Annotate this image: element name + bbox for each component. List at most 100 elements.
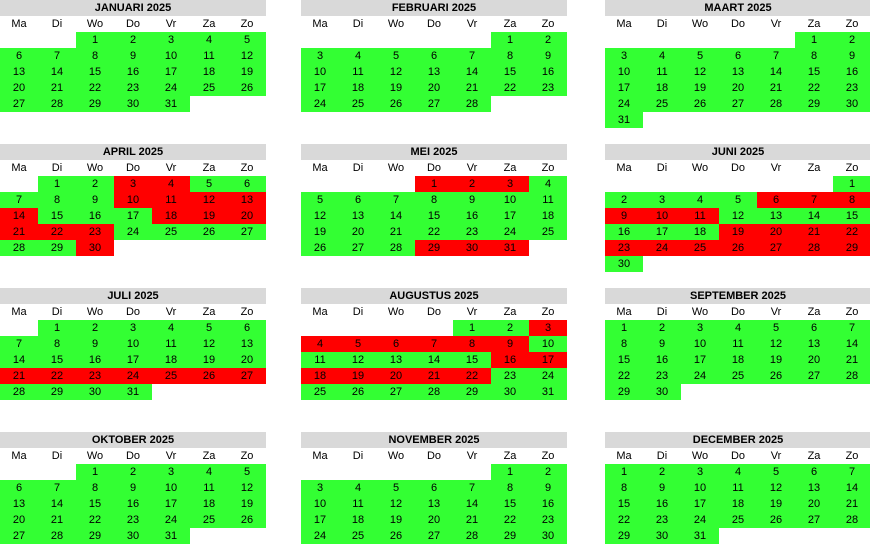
day-cell-booked[interactable]: 17 [529,352,567,368]
day-cell-available[interactable]: 26 [377,528,415,544]
day-cell-available[interactable]: 24 [152,512,190,528]
day-cell-available[interactable]: 24 [301,96,339,112]
day-cell-available[interactable]: 4 [681,192,719,208]
day-cell-available[interactable]: 11 [643,64,681,80]
day-cell-available[interactable]: 7 [833,464,870,480]
day-cell-available[interactable]: 31 [152,96,190,112]
day-cell-available[interactable]: 29 [605,384,643,400]
day-cell-available[interactable]: 26 [228,80,266,96]
day-cell-available[interactable]: 12 [190,336,228,352]
day-cell-available[interactable]: 2 [529,464,567,480]
day-cell-available[interactable]: 4 [339,480,377,496]
day-cell-available[interactable]: 24 [681,512,719,528]
day-cell-available[interactable]: 10 [605,64,643,80]
day-cell-available[interactable]: 13 [719,64,757,80]
day-cell-available[interactable]: 4 [190,464,228,480]
day-cell-available[interactable]: 15 [76,496,114,512]
day-cell-booked[interactable]: 21 [0,368,38,384]
day-cell-available[interactable]: 24 [605,96,643,112]
day-cell-available[interactable]: 10 [114,336,152,352]
day-cell-available[interactable]: 17 [152,496,190,512]
day-cell-available[interactable]: 4 [339,48,377,64]
day-cell-available[interactable]: 19 [377,80,415,96]
day-cell-available[interactable]: 2 [605,192,643,208]
day-cell-available[interactable]: 11 [339,496,377,512]
day-cell-available[interactable]: 22 [795,80,833,96]
day-cell-available[interactable]: 4 [643,48,681,64]
day-cell-available[interactable]: 31 [529,384,567,400]
day-cell-booked[interactable]: 23 [76,224,114,240]
day-cell-booked[interactable]: 31 [491,240,529,256]
day-cell-booked[interactable]: 4 [301,336,339,352]
day-cell-available[interactable]: 11 [190,48,228,64]
day-cell-available[interactable]: 15 [605,496,643,512]
day-cell-available[interactable]: 7 [38,48,76,64]
day-cell-booked[interactable]: 6 [757,192,795,208]
day-cell-available[interactable]: 21 [833,496,870,512]
day-cell-available[interactable]: 3 [643,192,681,208]
day-cell-available[interactable]: 31 [114,384,152,400]
day-cell-available[interactable]: 20 [415,80,453,96]
day-cell-available[interactable]: 7 [38,480,76,496]
day-cell-available[interactable]: 27 [415,528,453,544]
day-cell-available[interactable]: 28 [757,96,795,112]
day-cell-booked[interactable]: 24 [643,240,681,256]
day-cell-available[interactable]: 20 [0,512,38,528]
day-cell-available[interactable]: 2 [529,32,567,48]
day-cell-available[interactable]: 27 [415,96,453,112]
day-cell-available[interactable]: 2 [76,320,114,336]
day-cell-available[interactable]: 18 [719,496,757,512]
day-cell-booked[interactable]: 20 [228,208,266,224]
day-cell-available[interactable]: 6 [719,48,757,64]
day-cell-booked[interactable]: 21 [795,224,833,240]
day-cell-available[interactable]: 8 [76,480,114,496]
day-cell-booked[interactable]: 28 [795,240,833,256]
day-cell-available[interactable]: 27 [377,384,415,400]
day-cell-booked[interactable]: 2 [453,176,491,192]
day-cell-available[interactable]: 13 [228,336,266,352]
day-cell-available[interactable]: 1 [491,464,529,480]
day-cell-available[interactable]: 7 [757,48,795,64]
day-cell-available[interactable]: 5 [190,176,228,192]
day-cell-available[interactable]: 28 [377,240,415,256]
day-cell-available[interactable]: 18 [339,512,377,528]
day-cell-available[interactable]: 12 [377,64,415,80]
day-cell-available[interactable]: 15 [795,64,833,80]
day-cell-available[interactable]: 26 [190,224,228,240]
day-cell-booked[interactable]: 3 [529,320,567,336]
day-cell-available[interactable]: 6 [0,480,38,496]
day-cell-available[interactable]: 18 [152,352,190,368]
day-cell-booked[interactable]: 27 [757,240,795,256]
day-cell-available[interactable]: 9 [76,336,114,352]
day-cell-available[interactable]: 9 [833,48,870,64]
day-cell-available[interactable]: 15 [415,208,453,224]
day-cell-available[interactable]: 13 [415,64,453,80]
day-cell-available[interactable]: 10 [152,480,190,496]
day-cell-available[interactable]: 4 [152,320,190,336]
day-cell-available[interactable]: 28 [453,96,491,112]
day-cell-available[interactable]: 12 [757,336,795,352]
day-cell-available[interactable]: 30 [114,96,152,112]
day-cell-available[interactable]: 31 [152,528,190,544]
day-cell-available[interactable]: 14 [415,352,453,368]
day-cell-available[interactable]: 16 [114,496,152,512]
day-cell-available[interactable]: 11 [529,192,567,208]
day-cell-available[interactable]: 16 [643,496,681,512]
day-cell-booked[interactable]: 30 [76,240,114,256]
day-cell-available[interactable]: 14 [795,208,833,224]
day-cell-available[interactable]: 27 [339,240,377,256]
day-cell-booked[interactable]: 23 [76,368,114,384]
day-cell-available[interactable]: 7 [833,320,870,336]
day-cell-available[interactable]: 20 [228,352,266,368]
day-cell-available[interactable]: 19 [377,512,415,528]
day-cell-available[interactable]: 13 [795,480,833,496]
day-cell-booked[interactable]: 10 [643,208,681,224]
day-cell-available[interactable]: 21 [453,512,491,528]
day-cell-available[interactable]: 3 [114,320,152,336]
day-cell-available[interactable]: 7 [0,336,38,352]
day-cell-available[interactable]: 28 [833,368,870,384]
day-cell-available[interactable]: 24 [301,528,339,544]
day-cell-available[interactable]: 25 [339,528,377,544]
day-cell-available[interactable]: 25 [152,224,190,240]
day-cell-available[interactable]: 12 [757,480,795,496]
